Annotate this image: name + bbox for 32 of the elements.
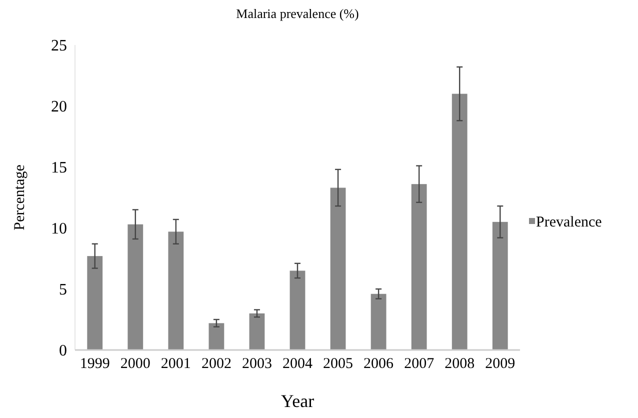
x-tick-label: 2002 bbox=[201, 356, 232, 372]
x-tick-label: 1999 bbox=[80, 356, 110, 372]
x-tick-label: 2009 bbox=[485, 356, 516, 372]
bar bbox=[370, 294, 386, 350]
legend-label: Prevalence bbox=[536, 214, 602, 230]
x-tick-label: 2001 bbox=[160, 356, 191, 372]
bar bbox=[411, 184, 427, 350]
x-tick-label: 2007 bbox=[404, 356, 435, 372]
x-tick-label: 2005 bbox=[323, 356, 354, 372]
x-tick-label: 2008 bbox=[444, 356, 475, 372]
y-tick-label: 10 bbox=[51, 220, 67, 238]
bar bbox=[128, 224, 144, 350]
y-tick-label: 20 bbox=[51, 98, 67, 116]
x-axis-title: Year bbox=[280, 391, 314, 411]
y-axis-title: Percentage bbox=[12, 164, 28, 230]
x-tick-label: 2000 bbox=[120, 356, 150, 372]
bar bbox=[208, 323, 224, 350]
x-tick-label: 2003 bbox=[242, 356, 272, 372]
y-tick-label: 0 bbox=[59, 342, 67, 360]
y-tick-label: 15 bbox=[51, 160, 67, 177]
bar bbox=[168, 232, 184, 350]
y-tick-label: 25 bbox=[51, 38, 67, 55]
bar bbox=[249, 313, 265, 350]
bar bbox=[330, 188, 346, 350]
bar bbox=[290, 270, 306, 350]
bar bbox=[492, 222, 508, 350]
bar bbox=[452, 94, 468, 350]
bar bbox=[87, 256, 103, 350]
chart-title: Malaria prevalence (%) bbox=[236, 6, 359, 21]
x-tick-label: 2006 bbox=[364, 356, 394, 372]
x-tick-label: 2004 bbox=[282, 356, 313, 372]
y-tick-label: 5 bbox=[59, 282, 67, 299]
